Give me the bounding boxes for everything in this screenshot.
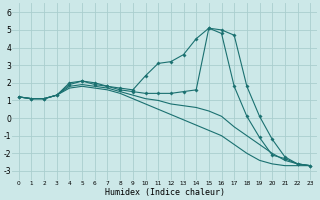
X-axis label: Humidex (Indice chaleur): Humidex (Indice chaleur) xyxy=(105,188,225,197)
